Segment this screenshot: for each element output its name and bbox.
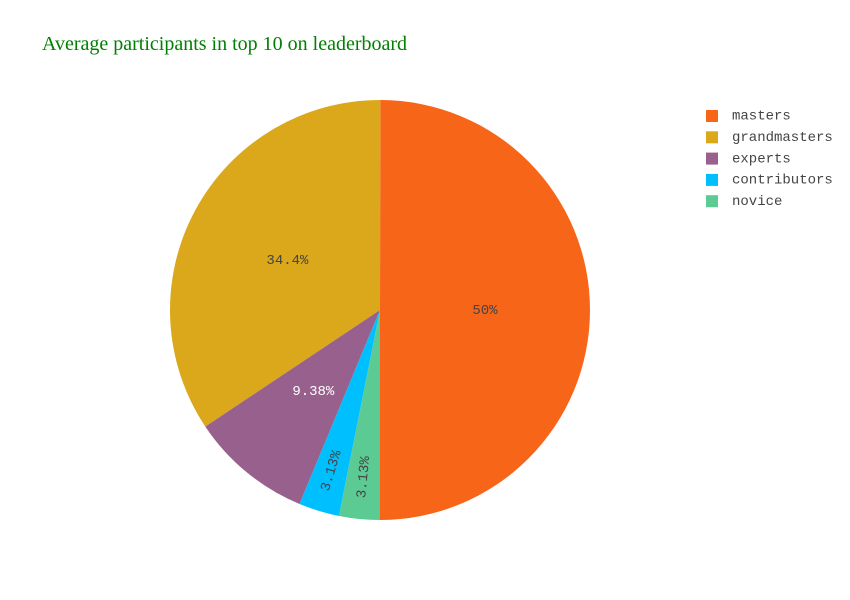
pie-slice (170, 100, 381, 427)
chart-title: Average participants in top 10 on leader… (42, 33, 407, 55)
pie-slice (338, 310, 380, 520)
legend-swatch (706, 195, 718, 208)
legend-label: experts (732, 151, 791, 167)
slice-label: 34.4% (266, 253, 309, 269)
legend-swatch (706, 152, 718, 165)
legend-label: contributors (732, 173, 833, 189)
legend-label: novice (732, 194, 782, 210)
slice-label: 3.13% (354, 455, 374, 499)
legend-label: masters (732, 109, 791, 125)
pie-slice (299, 310, 380, 516)
slice-label: 9.38% (292, 384, 335, 400)
slice-label: 50% (472, 303, 498, 319)
pie-slice (205, 310, 380, 504)
legend-swatch (706, 173, 718, 186)
legend-swatch (706, 110, 718, 122)
legend-label: grandmasters (732, 130, 833, 146)
legend-swatch (706, 131, 718, 144)
pie-slice (380, 100, 591, 520)
